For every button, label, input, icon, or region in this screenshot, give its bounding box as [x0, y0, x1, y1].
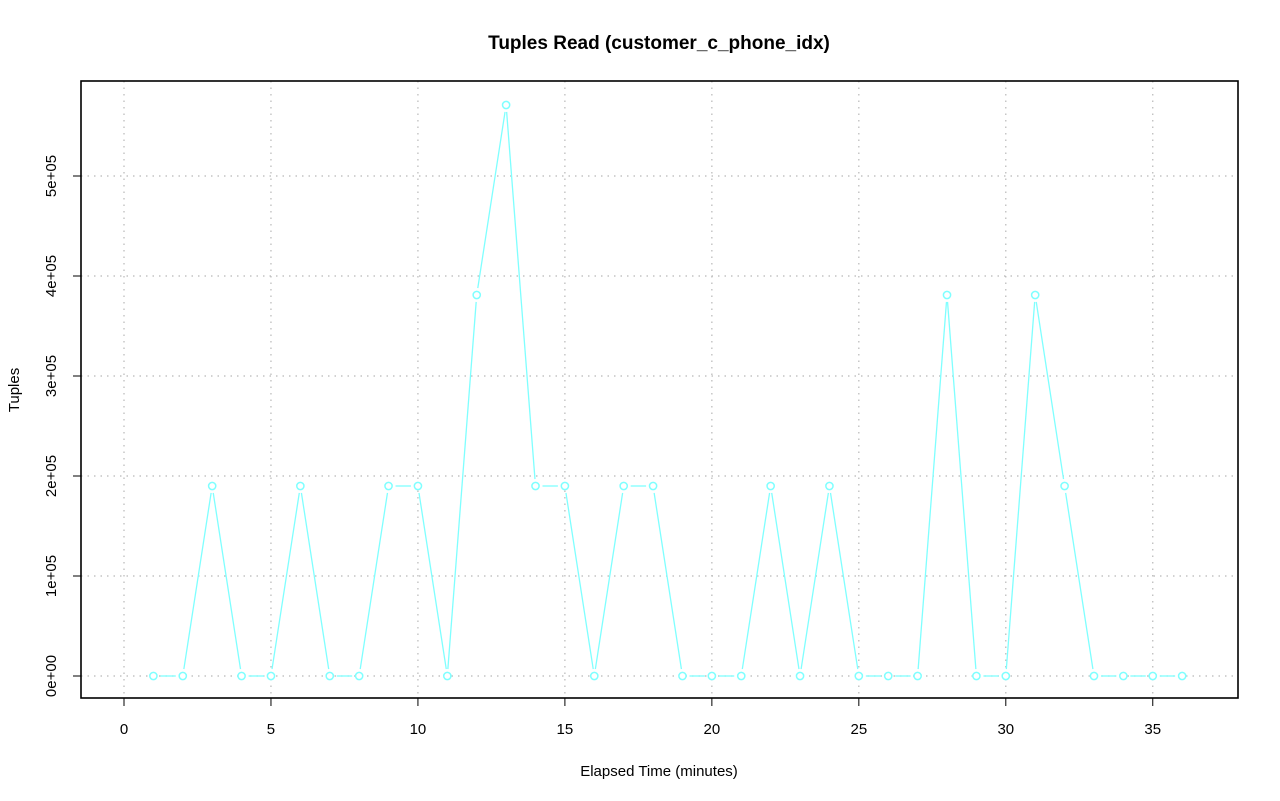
data-point [354, 671, 364, 681]
data-point [531, 481, 540, 491]
series-segment [1065, 492, 1094, 670]
series-segment [946, 301, 977, 670]
y-axis: 0e+00 1e+05 2e+05 3e+05 4e+05 5e+05 [43, 155, 82, 697]
data-point [972, 671, 981, 681]
series-segment [594, 492, 624, 670]
data-point [1119, 671, 1128, 681]
data-point [237, 671, 246, 681]
data-point [883, 671, 893, 681]
x-tick-label: 10 [410, 721, 427, 738]
data-point [442, 671, 452, 681]
x-tick-label: 20 [704, 721, 721, 738]
data-point [384, 481, 393, 491]
data-point [1001, 671, 1011, 681]
data-point [619, 481, 629, 491]
x-axis-label: Elapsed Time (minutes) [580, 763, 738, 780]
series-segment [447, 301, 477, 670]
series-segment [183, 492, 212, 670]
data-point [149, 671, 158, 681]
data-point [325, 671, 335, 681]
series-segment [212, 492, 242, 670]
data-point [736, 671, 746, 681]
chart-title: Tuples Read (customer_c_phone_idx) [488, 33, 830, 54]
data-point [178, 671, 188, 681]
series-segment [418, 492, 447, 670]
data-point [1060, 481, 1069, 491]
data-point [942, 290, 952, 300]
data-point [501, 100, 511, 110]
series-segment [506, 111, 536, 480]
data-point [1030, 290, 1040, 300]
series-segment [271, 492, 300, 670]
series-layer [149, 100, 1187, 681]
y-axis-label: Tuples [6, 368, 23, 412]
y-tick-label: 5e+05 [43, 155, 60, 197]
data-point [1089, 671, 1099, 681]
series-segment [477, 111, 506, 289]
x-tick-label: 30 [997, 721, 1014, 738]
series-segment [565, 492, 594, 670]
data-point [795, 671, 805, 681]
data-point [854, 671, 864, 681]
y-tick-label: 3e+05 [43, 355, 60, 397]
x-tick-label: 15 [557, 721, 574, 738]
series-segment [300, 492, 330, 670]
y-tick-label: 0e+00 [43, 655, 60, 697]
data-point [1148, 671, 1158, 681]
series-segment [359, 492, 389, 670]
data-point [913, 671, 922, 681]
data-point [766, 481, 775, 491]
x-axis: 0 5 10 15 20 25 30 35 [120, 697, 1161, 738]
series-segment [1005, 301, 1036, 670]
data-point [296, 481, 305, 491]
data-point [825, 481, 834, 491]
data-point [472, 290, 482, 300]
x-tick-label: 35 [1144, 721, 1161, 738]
data-point [1177, 671, 1187, 681]
data-point [648, 481, 658, 491]
y-tick-label: 1e+05 [43, 555, 60, 597]
data-point [560, 481, 570, 491]
series-segment [771, 492, 800, 670]
series-segment [917, 301, 948, 670]
grid [81, 81, 1238, 698]
data-point [266, 671, 276, 681]
series-segment [800, 492, 830, 670]
series-segment [1035, 301, 1065, 480]
x-tick-label: 0 [120, 721, 128, 738]
data-point [678, 671, 687, 681]
y-tick-label: 2e+05 [43, 455, 60, 497]
x-tick-label: 5 [267, 721, 275, 738]
data-point [413, 481, 423, 491]
data-point [207, 481, 217, 491]
y-tick-label: 4e+05 [43, 255, 60, 297]
plot-frame [80, 80, 1239, 699]
data-point [707, 671, 717, 681]
data-point [589, 671, 599, 681]
series-segment [653, 492, 683, 670]
series-segment [741, 492, 771, 670]
x-tick-label: 25 [850, 721, 867, 738]
series-segment [829, 492, 859, 670]
